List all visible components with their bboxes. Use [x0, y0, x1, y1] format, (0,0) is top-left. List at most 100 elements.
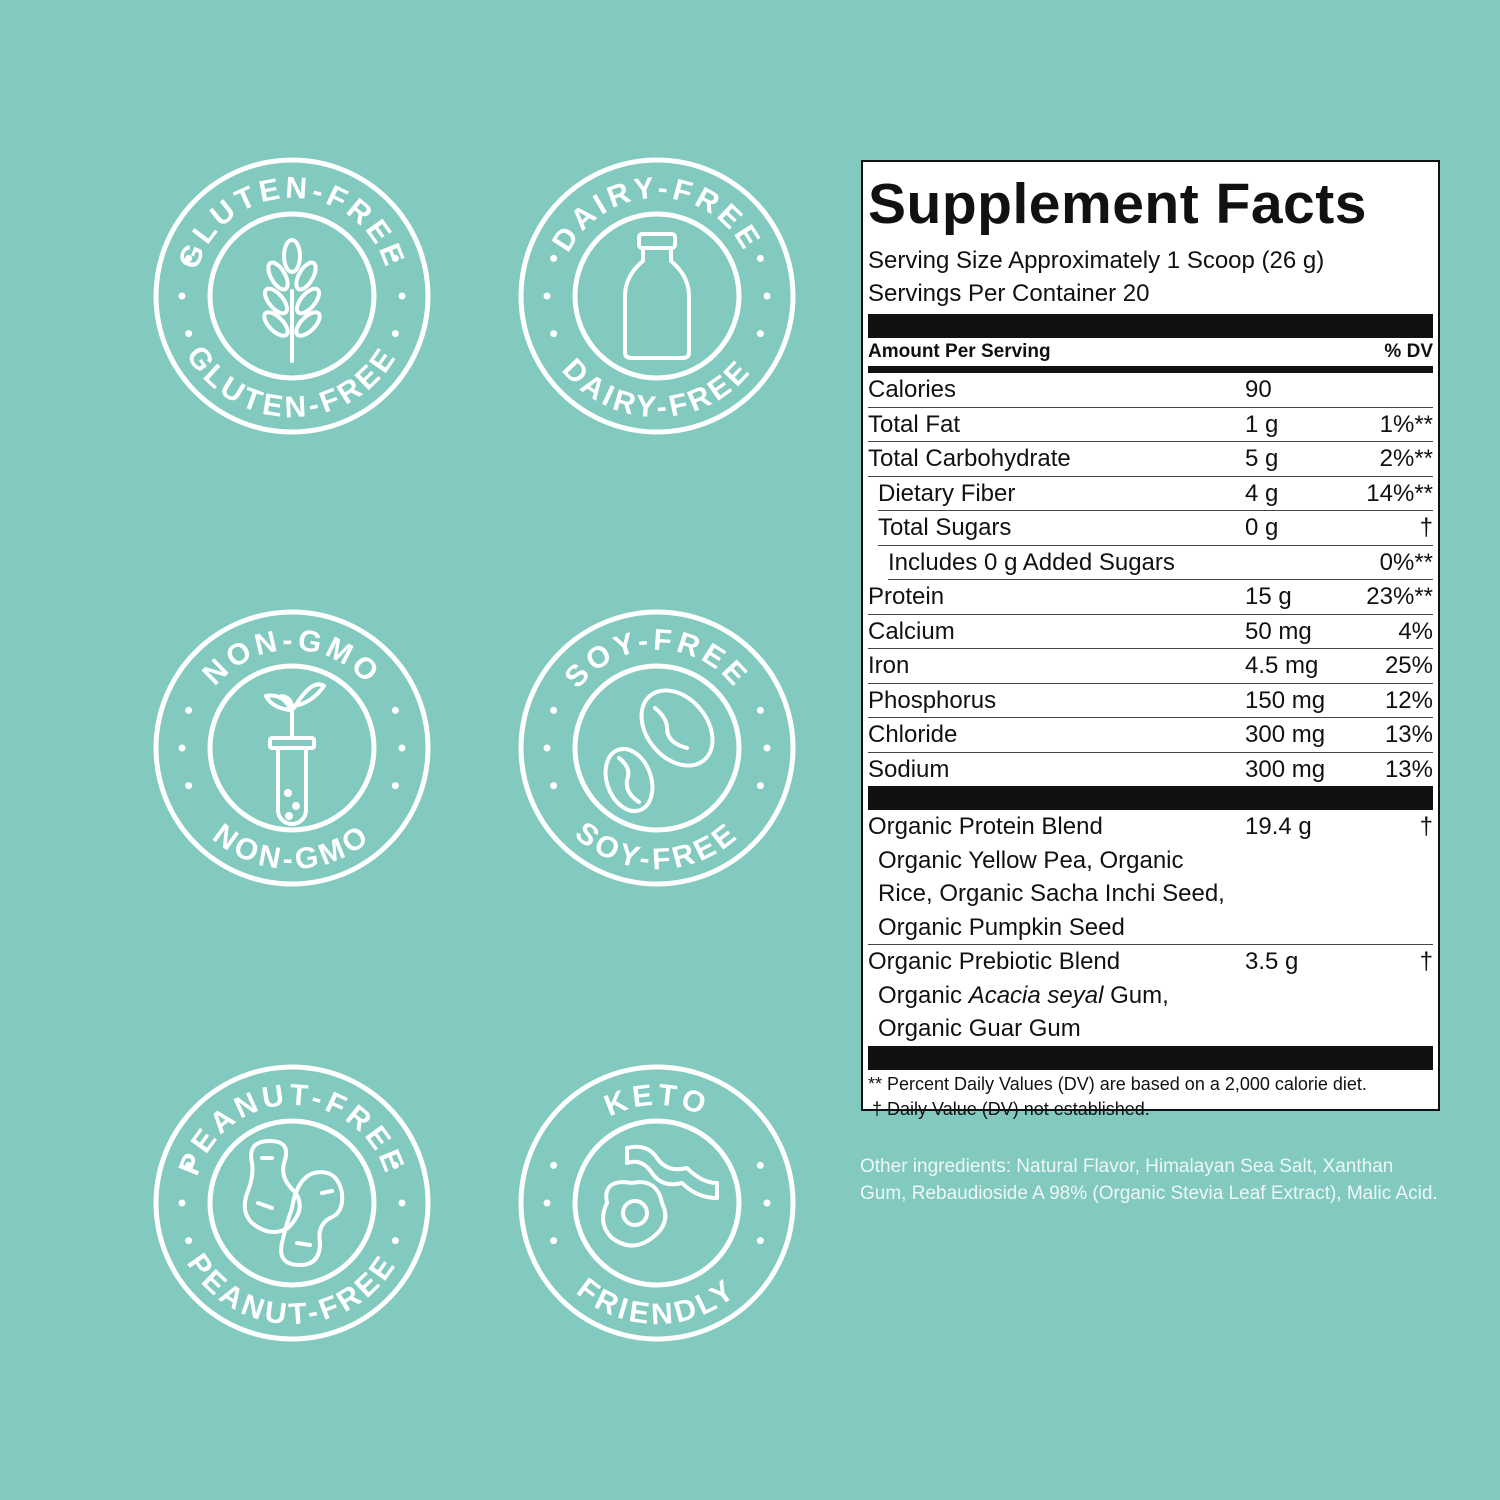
badge-text: KETO — [600, 1078, 714, 1123]
badge-inner-ring — [207, 663, 377, 833]
badge-inner-ring — [572, 1118, 742, 1288]
badge-dot — [178, 1199, 186, 1207]
badge-dot — [550, 1237, 558, 1245]
badge-dot — [543, 744, 551, 752]
nutrient-amount: 300 mg — [1245, 721, 1326, 748]
nutrient-dv: 25% — [1384, 652, 1433, 679]
rule — [868, 314, 1433, 338]
badge-dot — [756, 1161, 764, 1169]
badge-dot — [398, 744, 406, 752]
nutrient-amount: 300 mg — [1245, 755, 1326, 783]
ingredient-line: Organic Guar Gum — [868, 1012, 1433, 1046]
nutrient-row: Total Carbohydrate 5 g 2%** — [868, 442, 1433, 477]
badge-dot — [756, 1237, 764, 1245]
test-tube-icon — [264, 682, 326, 826]
badge-dot — [763, 292, 771, 300]
badge-outer-ring — [153, 1064, 431, 1342]
nutrient-amount: 3.5 g — [1245, 948, 1299, 975]
nutrient-name: Phosphorus — [868, 686, 997, 714]
nutrient-row: Calcium 50 mg 4% — [868, 615, 1433, 649]
nutrient-name: Organic Protein Blend — [868, 813, 1103, 840]
nutrient-row: Sodium 300 mg 13% — [868, 753, 1433, 787]
badge-dot — [756, 782, 764, 790]
nutrient-amount: 0 g — [1245, 514, 1279, 541]
badge-dot — [185, 1237, 193, 1245]
badge-dot — [398, 1199, 406, 1207]
nutrient-row: Calories 90 — [868, 373, 1433, 408]
nutrient-name: Iron — [868, 652, 910, 679]
badge-inner-ring — [572, 663, 742, 833]
badge-label: SOY-FREE — [558, 624, 751, 695]
nutrient-amount: 4 g — [1245, 479, 1279, 507]
nutrient-name: Organic Prebiotic Blend — [868, 948, 1121, 975]
nutrient-dv: 2%** — [1379, 445, 1433, 472]
badge-dot — [185, 330, 193, 338]
nutrient-dv: 13% — [1384, 721, 1433, 748]
ingredient-text: Organic Guar Gum — [878, 1015, 1081, 1042]
blend: Organic Prebiotic Blend 3.5 g † Organic Aca… — [868, 945, 1433, 1046]
badge-text: NON-GMO — [196, 624, 387, 692]
nutrient-dv: † — [1419, 948, 1433, 975]
nutrient-row: Total Sugars 0 g † — [878, 511, 1433, 546]
badge-dot — [756, 706, 764, 714]
nutrient-amount: 50 mg — [1245, 617, 1312, 645]
badge-dot — [543, 292, 551, 300]
badge-dot — [756, 254, 764, 262]
title: Supplement Facts — [868, 172, 1367, 236]
nutrient-amount: 15 g — [1245, 583, 1292, 610]
icons — [242, 232, 719, 1267]
blend: Organic Protein Blend 19.4 g † Organic Yell… — [868, 810, 1433, 945]
peanuts-icon — [242, 1139, 345, 1267]
header-label: Amount Per Serving — [868, 341, 1051, 362]
bacon-egg-icon — [601, 1144, 719, 1248]
nutrient-name: Protein — [868, 583, 945, 610]
rule — [868, 786, 1433, 810]
badge-dot — [391, 782, 399, 790]
badge-dot — [185, 782, 193, 790]
badge-label: KETO — [600, 1078, 710, 1123]
badge-dot — [550, 330, 558, 338]
badge-dot — [550, 254, 558, 262]
badge-outer-ring — [153, 609, 431, 887]
nutrient-amount: 19.4 g — [1245, 813, 1312, 840]
serving-size: Serving Size Approximately 1 Scoop (26 g… — [868, 247, 1325, 274]
ingredient-line: Organic Yellow Pea, Organic — [868, 844, 1433, 878]
nutrient-dv: † — [1419, 514, 1433, 541]
rule — [868, 1045, 1433, 1070]
nutrient-amount: 5 g — [1245, 445, 1279, 472]
badge-dot — [543, 1199, 551, 1207]
ingredient-text: Acacia seyal — [968, 981, 1104, 1009]
ingredient-line: Rice, Organic Sacha Inchi Seed, — [868, 877, 1433, 911]
badge-inner-ring — [572, 211, 742, 381]
bottle-icon — [623, 232, 691, 360]
beans-icon — [603, 688, 715, 813]
nutrient-row: Organic Prebiotic Blend 3.5 g † — [868, 945, 1433, 979]
nutrient-name: Dietary Fiber — [878, 479, 1016, 507]
nutrient-dv: 4% — [1398, 617, 1433, 645]
ingredient-text: Organic Pumpkin Seed — [878, 913, 1125, 941]
ingredient-text: Organic Yellow Pea, Organic — [878, 846, 1184, 874]
badge-dot — [756, 330, 764, 338]
nutrient-amount — [1245, 546, 1355, 580]
nutrient-dv: 14%** — [1366, 479, 1433, 507]
badge-inner-ring — [207, 1118, 377, 1288]
nutrient-row: Iron 4.5 mg 25% — [868, 649, 1433, 684]
nutrient-amount: 90 — [1245, 376, 1272, 403]
nutrient-name: Calcium — [868, 617, 955, 645]
nutrient-name: Sodium — [868, 755, 950, 783]
ingredient-text: Organic — [878, 981, 969, 1009]
nutrient-amount: 150 mg — [1245, 686, 1326, 714]
nutrient-amount: 1 g — [1245, 410, 1279, 438]
header-label: % DV — [1384, 341, 1433, 362]
nutrient-dv: 0%** — [1379, 548, 1433, 576]
supplement-facts: Supplement Facts Serving Size Approximate… — [861, 160, 1440, 1119]
nutrient-name: Total Sugars — [878, 514, 1012, 541]
ingredient-text: Rice, Organic Sacha Inchi Seed, — [878, 880, 1225, 907]
ingredient-text: Gum, — [1103, 981, 1169, 1009]
badge-dot — [391, 1161, 399, 1169]
nutrient-dv: † — [1419, 813, 1433, 840]
badge-dot — [391, 254, 399, 262]
